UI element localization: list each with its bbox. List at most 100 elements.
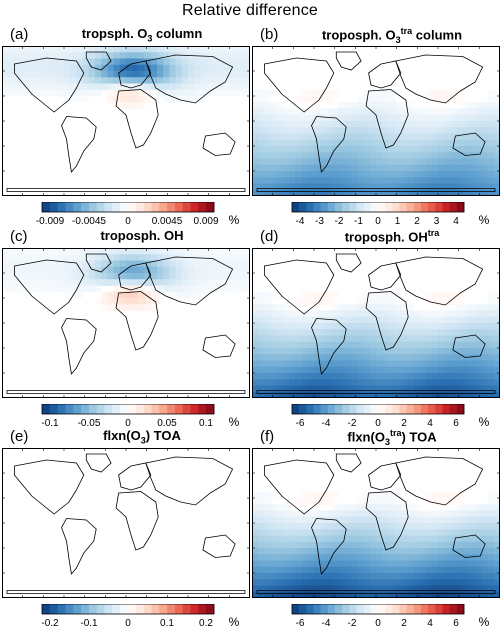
map-cell (107, 254, 115, 261)
map-cell (301, 89, 309, 97)
map-cell (493, 146, 500, 153)
map-cell (481, 523, 489, 530)
map-cell (475, 573, 482, 580)
map-cell (314, 146, 321, 153)
map-cell (456, 329, 464, 336)
map-cell (301, 121, 309, 128)
map-cell (175, 266, 183, 274)
map-cell (88, 64, 96, 72)
map-cell (388, 360, 396, 368)
map-cell (400, 146, 408, 153)
map-cell (270, 114, 278, 122)
map-cell (431, 529, 439, 536)
map-cell (51, 254, 59, 261)
map-cell (425, 560, 433, 568)
coastline-australia (452, 534, 486, 558)
map-cell (487, 491, 495, 499)
colorbar-tick-label: 1 (395, 216, 401, 227)
map-cell (314, 566, 321, 574)
map-cell (382, 121, 389, 128)
map-cell (400, 108, 408, 116)
map-cell (382, 102, 389, 109)
map-cell (264, 108, 272, 116)
map-cell (400, 579, 408, 586)
map-cell (70, 273, 77, 280)
map-cell (283, 554, 290, 561)
map-cell (107, 291, 115, 299)
map-cell (394, 548, 402, 555)
map-cell (332, 323, 340, 330)
map-cell (351, 127, 358, 134)
map-cell (150, 273, 158, 280)
map-cell (345, 348, 352, 355)
colorbar-tick-label: -4 (296, 216, 305, 227)
map-cell (150, 304, 158, 311)
map-cell (26, 254, 34, 261)
map-cell (431, 316, 439, 324)
map-cell (200, 285, 208, 293)
map-cell (200, 266, 208, 274)
map-cell (20, 273, 28, 280)
map-cell (363, 523, 371, 530)
map-cell (243, 71, 250, 78)
map-cell (243, 254, 250, 261)
map-cell (369, 139, 377, 147)
map-cell (382, 114, 389, 122)
map-cell (338, 504, 346, 511)
colorbar-bin (182, 604, 191, 614)
colorbar-bin (81, 404, 90, 414)
map-cell (289, 183, 296, 191)
map-cell (144, 291, 152, 299)
map-cell (456, 121, 464, 128)
map-cell (264, 114, 272, 122)
map-cell (382, 139, 389, 147)
map-cell (264, 585, 272, 593)
map-cell (487, 341, 495, 349)
map-cell (64, 89, 71, 97)
map-cell (481, 535, 489, 543)
map-cell (307, 171, 315, 178)
map-cell (332, 548, 340, 555)
map-cell (431, 360, 439, 368)
map-cell (175, 71, 183, 78)
map-cell (231, 46, 239, 53)
map-cell (419, 516, 427, 524)
map-cell (425, 360, 433, 368)
map-cell (258, 366, 265, 374)
colorbar-tick-label: 2 (401, 618, 407, 629)
map-cell (462, 585, 470, 593)
map-cell (419, 133, 427, 141)
map-cell (450, 491, 458, 499)
map-cell (2, 260, 9, 268)
colorbar-bin (206, 604, 215, 614)
map-cell (307, 183, 315, 191)
map-cell (144, 58, 152, 66)
map-cell (407, 164, 414, 172)
map-cell (237, 52, 245, 59)
map-cell (407, 316, 414, 324)
colorbar-bin (335, 604, 343, 614)
map-cell (388, 323, 396, 330)
map-cell (394, 366, 402, 374)
map-cell (487, 139, 495, 147)
map-cell (419, 146, 427, 153)
map-cell (212, 46, 220, 53)
map-cell (82, 83, 90, 91)
map-cell (270, 366, 278, 374)
map-cell (132, 304, 139, 311)
map-cell (326, 366, 334, 374)
map-cell (400, 177, 408, 184)
map-cell (270, 127, 278, 134)
map-cell (450, 348, 458, 355)
map-cell (289, 323, 296, 330)
colorbar-bin (88, 604, 98, 614)
map-cell (113, 291, 121, 299)
map-cell (276, 348, 284, 355)
map (2, 248, 250, 398)
map-cell (258, 523, 265, 530)
map-cell (283, 304, 290, 311)
map-cell (357, 139, 365, 147)
map-cell (407, 108, 414, 116)
map-cell (320, 510, 327, 518)
map-cell (181, 46, 189, 53)
